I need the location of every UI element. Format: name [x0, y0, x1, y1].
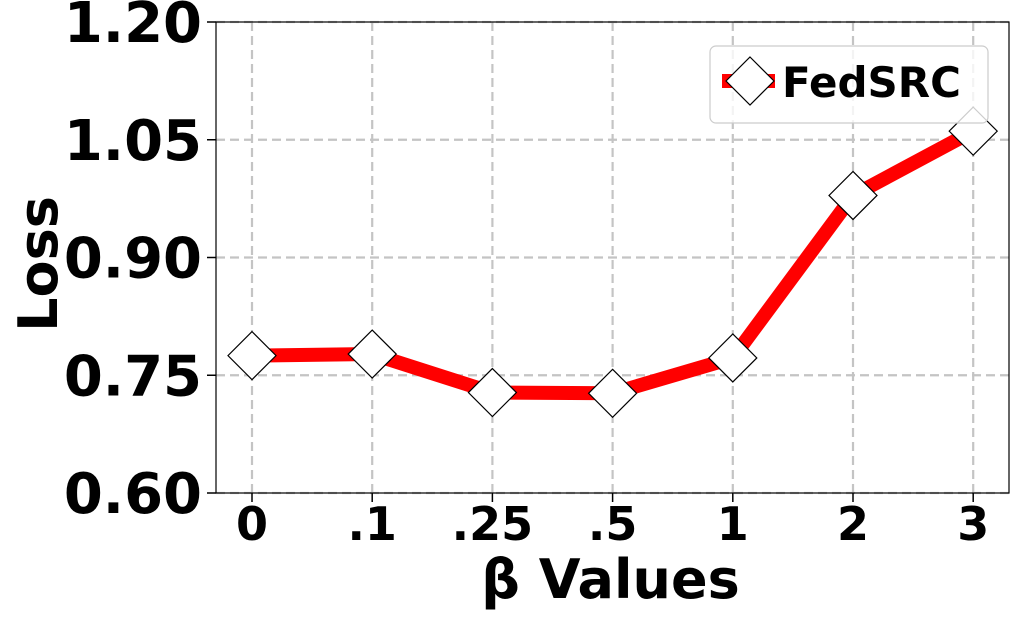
x-tick-label: .25	[452, 497, 534, 551]
series-layer	[227, 106, 999, 419]
y-tick-label: 0.90	[64, 227, 202, 292]
data-point-marker	[467, 367, 518, 418]
x-tick-label: .5	[588, 497, 637, 551]
x-tick-label: .1	[347, 497, 396, 551]
y-axis-title: Loss	[7, 196, 70, 332]
x-tick-label: 2	[837, 497, 869, 551]
legend-diamond-marker	[725, 56, 775, 106]
y-tick-label: 0.60	[64, 462, 202, 527]
x-tick-label: 3	[957, 497, 989, 551]
data-point-marker	[707, 333, 758, 383]
data-point-marker	[347, 329, 398, 379]
legend-label-fedsrc: FedSRC	[782, 58, 961, 107]
data-point-marker	[227, 330, 277, 381]
legend-box	[709, 45, 989, 124]
x-axis-ticks: 0 .1 .25 .5 1 2 3	[236, 493, 989, 551]
x-tick-label: 0	[236, 497, 268, 551]
y-axis-ticks: 0.60 0.75 0.90 1.05 1.20	[64, 0, 216, 527]
data-point-marker	[587, 368, 638, 419]
y-tick-label: 0.75	[64, 344, 202, 409]
data-point-marker	[828, 170, 878, 221]
x-axis-title: β Values	[481, 548, 739, 611]
legend: FedSRC	[709, 45, 989, 124]
y-tick-label: 1.20	[64, 0, 202, 56]
x-tick-label: 1	[717, 497, 749, 551]
y-tick-label: 1.05	[64, 109, 202, 174]
